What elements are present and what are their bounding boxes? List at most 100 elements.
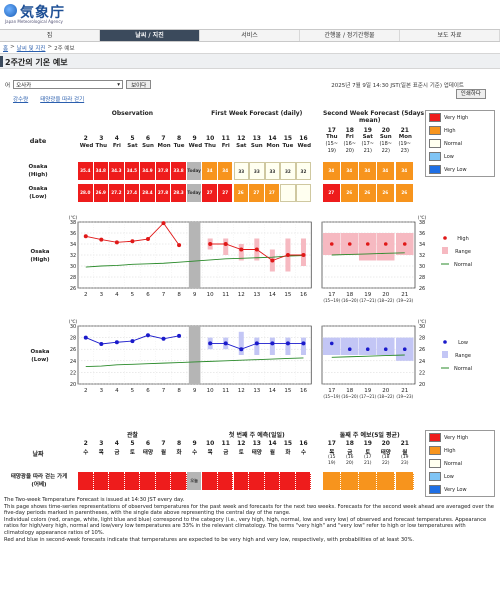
week2-range-bar: [341, 337, 359, 355]
observed-point: [114, 340, 119, 345]
y-tick-label-right: 20: [419, 382, 425, 388]
forecast-point: [270, 341, 275, 346]
breadcrumb-weather[interactable]: 날씨 및 지진: [16, 46, 46, 52]
ko-index-cell: [295, 472, 312, 490]
observed-point: [145, 333, 150, 338]
high-cell: 34: [217, 162, 234, 180]
ko-index-cell: [233, 472, 250, 490]
y-unit-right: (℃): [418, 215, 427, 221]
x-tick-label: 10: [207, 388, 214, 394]
week2-point: [383, 242, 388, 246]
y-tick-label-right: 26: [419, 286, 425, 292]
y-tick-label-right: 30: [419, 324, 425, 330]
legend-label: Very High: [444, 114, 469, 121]
high-cell: 33: [264, 162, 281, 180]
tab-sunshine-walk[interactable]: 태양광을 따라 걷기: [40, 97, 85, 103]
normal-line-week1: [85, 357, 304, 368]
ko-index-cell: [140, 472, 156, 490]
y-tick-label-right: 22: [419, 370, 425, 376]
x-tick-label: 4: [115, 388, 119, 394]
jma-logo-icon[interactable]: [4, 4, 17, 17]
week2-range-end: 23): [400, 148, 409, 154]
week2-high-cell: 34: [323, 162, 341, 180]
forecast-point: [223, 341, 228, 346]
ko-week2-range-end: 19): [328, 461, 336, 466]
high-cell: 32: [295, 162, 312, 180]
ko-index-cell: [78, 472, 94, 490]
ko-index-cell: [171, 472, 187, 490]
ko-row-label: 태양광을 따라 걷는 가게: [10, 474, 68, 480]
ko-date-day: 13: [252, 440, 261, 447]
ko-date-weekday: 목: [98, 450, 104, 456]
nav-item-press[interactable]: 보도 자료: [400, 30, 500, 41]
breadcrumb-home[interactable]: 홈: [3, 46, 9, 52]
ko-week2-cell: [396, 472, 414, 490]
low-cell: [295, 184, 312, 202]
date-weekday: Mon: [157, 143, 171, 149]
x-tick-label: 15: [284, 388, 291, 394]
y-tick-label-left: 20: [70, 382, 76, 388]
observed-point: [99, 237, 104, 242]
ko-date-weekday: 화: [285, 450, 291, 456]
ko-date-weekday: 태양: [142, 450, 154, 456]
ko-week2-cell: [359, 472, 377, 490]
forecast-range-bar: [285, 337, 291, 355]
forecast-point: [270, 258, 275, 263]
nav-item-weather[interactable]: 날씨 / 지진: [100, 30, 200, 41]
date-day: 3: [99, 135, 104, 142]
chart-row-label-sub: (Low): [31, 357, 49, 363]
low-cell: 27: [202, 184, 218, 202]
week2-low-cell: 26: [396, 184, 414, 202]
date-day: 16: [299, 135, 308, 142]
ko-legend-item: Low: [426, 470, 494, 483]
ko-index-cell: [202, 472, 218, 490]
week2-range-bar: [323, 337, 341, 355]
y-unit-left: (℃): [69, 319, 78, 325]
ko-date-day: 10: [205, 440, 215, 447]
forecast-point: [208, 341, 213, 346]
ko-legend-swatch: [429, 433, 441, 442]
week2-range-bar: [377, 233, 395, 261]
chart-row-label-sub: (High): [30, 257, 50, 263]
x-tick-label: 15: [284, 292, 291, 298]
show-button[interactable]: 보이다: [126, 80, 152, 89]
tab-precipitation[interactable]: 강수량: [13, 97, 29, 103]
ko-week2-cell: [377, 472, 395, 490]
ko-legend-swatch: [429, 459, 441, 468]
legend-normal-label: Normal: [454, 366, 472, 372]
ko-date-day: 4: [114, 440, 119, 447]
legend-swatch: [429, 165, 441, 174]
x-range-label-week2: (19~23): [396, 298, 413, 303]
date-day: 5: [130, 135, 135, 142]
week2-point: [347, 347, 352, 351]
high-cell: Today: [186, 162, 203, 180]
footnote-p1: The Two-week Temperature Forecast is iss…: [4, 497, 185, 503]
ko-week2-day: 17: [327, 440, 336, 447]
legend-point-label: Low: [458, 340, 468, 346]
agency-name[interactable]: 気象庁: [20, 5, 65, 21]
nav-item-publications[interactable]: 간행물 / 정기간행물: [300, 30, 400, 41]
week2-high-cell: 34: [359, 162, 377, 180]
nav-item-services[interactable]: 서비스: [200, 30, 300, 41]
ko-week2-range-end: 21): [364, 461, 372, 466]
high-cell: 34.3: [109, 162, 125, 180]
chevron-down-icon: ▾: [117, 81, 121, 88]
ko-legend-item: Normal: [426, 457, 494, 470]
week2-header-line2: mean): [359, 117, 381, 124]
ko-index-cell: [93, 472, 110, 490]
print-button[interactable]: 인쇄하다: [455, 89, 486, 99]
week2-weekday: Thu: [325, 134, 338, 140]
region-select[interactable]: 오사카 ▾: [13, 80, 124, 89]
ko-week2-cell: [323, 472, 341, 490]
ko-date-day: 7: [161, 440, 166, 447]
region-controls: 어 오사카 ▾ 보이다: [5, 80, 152, 89]
forecast-point: [254, 247, 259, 252]
high-cell: 32: [280, 162, 296, 180]
category-legend: Very High High Normal Low Very Low: [425, 110, 495, 177]
ko-legend-item: Very Low: [426, 483, 494, 496]
forecast-point: [301, 253, 306, 257]
legend-item: Very Low: [426, 163, 494, 176]
nav-item-home[interactable]: 집: [0, 30, 100, 41]
x-range-label-week2: (16~20): [341, 298, 358, 303]
forecast-point: [223, 242, 228, 246]
